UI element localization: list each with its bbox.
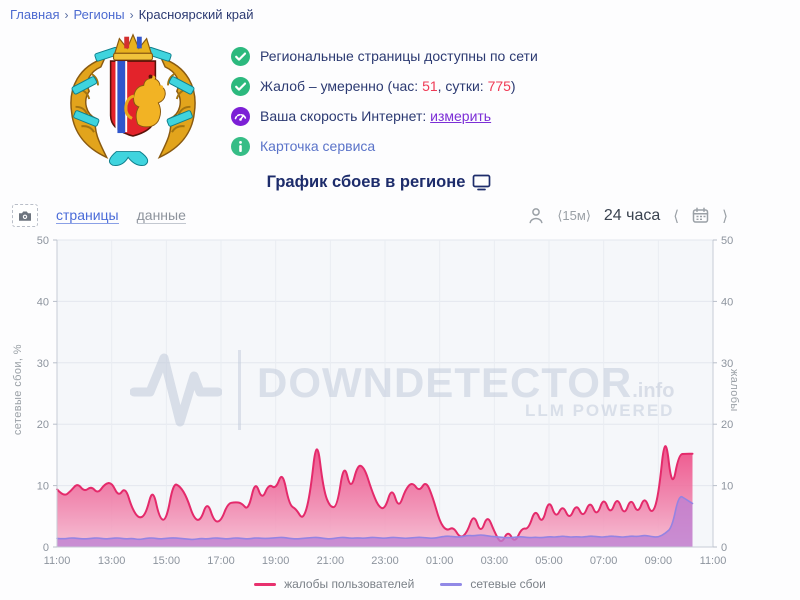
legend-item-outages[interactable]: сетевые сбои bbox=[440, 577, 546, 591]
page-title: График сбоев в регионе bbox=[266, 173, 466, 191]
service-card-link[interactable]: Карточка сервиса bbox=[260, 138, 376, 154]
breadcrumb-separator: › bbox=[129, 8, 134, 22]
x-axis-tick-label: 11:00 bbox=[44, 555, 71, 567]
screenshot-button[interactable] bbox=[12, 204, 38, 227]
y-axis-tick-label: 40 bbox=[37, 296, 49, 308]
status-row-availability: Региональные страницы доступны по сети bbox=[231, 41, 538, 71]
check-icon bbox=[231, 76, 250, 96]
x-axis-tick-label: 23:00 bbox=[371, 555, 399, 567]
breadcrumb-link-regions[interactable]: Регионы bbox=[73, 7, 125, 22]
complaints-hour-count: 51 bbox=[422, 78, 438, 94]
x-axis-tick-label: 15:00 bbox=[153, 555, 181, 567]
y-axis-tick-label: 30 bbox=[37, 358, 49, 370]
breadcrumb-link-home[interactable]: Главная bbox=[10, 7, 60, 22]
lion bbox=[124, 74, 166, 128]
period-selector[interactable]: 24 часа bbox=[603, 206, 661, 224]
x-axis-tick-label: 05:00 bbox=[535, 555, 563, 567]
chart-legend: жалобы пользователей сетевые сбои bbox=[0, 577, 800, 591]
status-row-complaints: Жалоб – умеренно (час: 51, сутки: 775) bbox=[231, 71, 538, 101]
y-axis-tick-label: 50 bbox=[721, 236, 733, 247]
legend-item-complaints[interactable]: жалобы пользователей bbox=[254, 577, 414, 591]
info-icon bbox=[231, 136, 250, 156]
monitor-icon bbox=[473, 174, 491, 191]
complaints-text: Жалоб – умеренно (час: 51, сутки: 775) bbox=[260, 78, 516, 94]
y-axis-tick-label: 20 bbox=[721, 419, 733, 431]
y-axis-right-title: жалобы bbox=[728, 369, 740, 412]
chart-canvas[interactable]: 0 0 10 10 20 20 30 30 40 40 50 50 11:00 13:00 15:00 17:… bbox=[0, 236, 800, 576]
y-axis-tick-label: 40 bbox=[721, 296, 733, 308]
check-icon bbox=[231, 46, 250, 66]
crown bbox=[112, 33, 154, 61]
chart-toolbar: страницы данные ⟨15м⟩ 24 часа ⟨ ⟩ bbox=[12, 204, 728, 227]
outages-series-line bbox=[56, 495, 694, 541]
x-axis-tick-label: 09:00 bbox=[645, 555, 673, 567]
y-axis-tick-label: 10 bbox=[37, 481, 49, 493]
tab-pages[interactable]: страницы bbox=[56, 207, 119, 224]
complaints-series-line bbox=[56, 445, 694, 543]
speedtest-text: Ваша скорость Интернет: измерить bbox=[260, 108, 492, 124]
y-axis-tick-label: 0 bbox=[43, 542, 49, 554]
camera-icon bbox=[19, 211, 31, 221]
y-axis-tick-label: 50 bbox=[37, 236, 49, 247]
x-axis-tick-label: 07:00 bbox=[590, 555, 618, 567]
x-axis-tick-label: 17:00 bbox=[207, 555, 235, 567]
region-coat-of-arms bbox=[70, 33, 196, 166]
y-axis-tick-label: 10 bbox=[721, 481, 733, 493]
legend-label: жалобы пользователей bbox=[284, 577, 415, 591]
speedometer-icon bbox=[231, 106, 250, 126]
breadcrumb: Главная › Регионы › Красноярский край bbox=[10, 7, 254, 22]
legend-label: сетевые сбои bbox=[470, 577, 546, 591]
chart-title-row: График сбоев в регионе bbox=[0, 173, 758, 192]
x-axis-tick-label: 19:00 bbox=[262, 555, 290, 567]
status-row-speedtest: Ваша скорость Интернет: измерить bbox=[231, 101, 538, 131]
y-axis-tick-label: 0 bbox=[721, 542, 727, 554]
x-axis-tick-label: 01:00 bbox=[426, 555, 454, 567]
x-axis-tick-label: 11:00 bbox=[700, 555, 727, 567]
breadcrumb-current-region: Красноярский край bbox=[138, 7, 254, 22]
y-axis-left-title: сетевые сбои, % bbox=[12, 344, 24, 436]
availability-text: Региональные страницы доступны по сети bbox=[260, 48, 538, 64]
next-period-button[interactable]: ⟩ bbox=[722, 207, 728, 225]
status-list: Региональные страницы доступны по сети Ж… bbox=[231, 41, 538, 161]
person-icon[interactable] bbox=[528, 207, 544, 224]
y-axis-tick-label: 20 bbox=[37, 419, 49, 431]
x-axis-tick-label: 13:00 bbox=[98, 555, 126, 567]
complaints-day-count: 775 bbox=[487, 78, 511, 94]
status-row-service-card: Карточка сервиса bbox=[231, 131, 538, 161]
legend-swatch-outages bbox=[440, 582, 463, 586]
ribbon bbox=[71, 46, 195, 166]
interval-selector[interactable]: ⟨15м⟩ bbox=[557, 207, 591, 223]
x-axis-tick-label: 03:00 bbox=[481, 555, 509, 567]
measure-speed-link[interactable]: измерить bbox=[430, 108, 492, 124]
calendar-icon[interactable] bbox=[692, 207, 709, 224]
legend-swatch-complaints bbox=[254, 582, 277, 586]
x-axis-tick-label: 21:00 bbox=[317, 555, 345, 567]
prev-period-button[interactable]: ⟨ bbox=[673, 207, 680, 225]
outage-chart: 0 0 10 10 20 20 30 30 40 40 50 50 11:00 13:00 15:00 17:… bbox=[0, 236, 800, 576]
y-axis-tick-label: 30 bbox=[721, 358, 733, 370]
tab-data[interactable]: данные bbox=[136, 207, 186, 224]
breadcrumb-separator: › bbox=[64, 8, 69, 22]
outages-series-area bbox=[57, 496, 693, 547]
